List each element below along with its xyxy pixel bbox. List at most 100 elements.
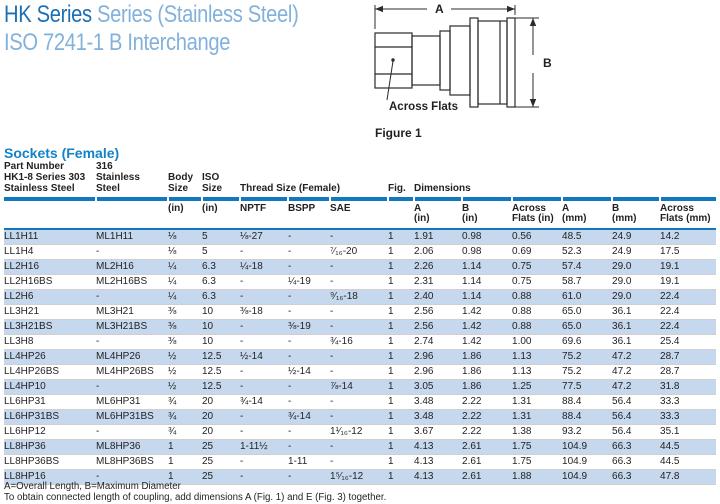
- thread-nptf: 1-11½: [240, 439, 288, 455]
- thread-bspp: -: [288, 229, 330, 245]
- thread-nptf: -: [240, 289, 288, 305]
- fig: 1: [388, 334, 415, 350]
- unit-header-part-number-303: [4, 201, 96, 230]
- fig: 1: [388, 289, 415, 305]
- dim-across-flats-in: 0.88: [512, 304, 563, 320]
- body-size: ¾: [168, 394, 202, 410]
- title-interchange: ISO 7241-1 B Interchange: [4, 29, 231, 56]
- thread-bspp: -: [288, 379, 330, 395]
- iso-size: 12.5: [202, 364, 240, 380]
- thread-nptf: -: [240, 424, 288, 440]
- fig: 1: [388, 304, 415, 320]
- units-row: (in) (in) NPTF BSPP SAE A (in) B (in) Across Flats…: [4, 201, 717, 230]
- thread-nptf: -: [240, 379, 288, 395]
- dim-b-mm: 47.2: [612, 379, 661, 395]
- dim-b-mm: 66.3: [612, 454, 661, 470]
- dim-b-mm: 47.2: [612, 349, 661, 365]
- part-number-303: LL3H8: [4, 334, 96, 350]
- part-number-303: LL2H6: [4, 289, 96, 305]
- thread-nptf: ½-14: [240, 349, 288, 365]
- body-size: ⅛: [168, 244, 202, 260]
- dim-across-flats-in: 1.13: [512, 349, 563, 365]
- thread-sae: -: [330, 394, 389, 410]
- table-row: LL8HP36BS ML8HP36BS 1 25-1-11-1 4.13 2.61 1.75…: [4, 454, 717, 470]
- dim-across-flats-mm: 28.7: [660, 349, 717, 365]
- fig: 1: [388, 409, 415, 425]
- dim-across-flats-in: 1.31: [512, 409, 563, 425]
- dim-across-flats-mm: 28.7: [660, 364, 717, 380]
- unit-header-dim-a-mm: A (mm): [562, 201, 613, 230]
- dim-across-flats-mm: 33.3: [660, 409, 717, 425]
- header-body-size: Body Size: [168, 172, 193, 194]
- part-number-303: LL4HP10: [4, 379, 96, 395]
- dim-across-flats-in: 1.31: [512, 394, 563, 410]
- iso-size: 20: [202, 394, 240, 410]
- table-row: LL6HP31BS ML6HP31BS ¾ 20- ¾-14-1 3.48 2.22 1.31…: [4, 409, 717, 425]
- footnote-dimension-key: A=Overall Length, B=Maximum Diameter: [4, 481, 181, 492]
- dim-a-mm: 75.2: [562, 364, 613, 380]
- table-row: LL2H6- ¼ 6.3- - ⁹⁄₁₆-18 1 2.40 1.14 0.88 61.0 29.0…: [4, 289, 717, 305]
- dim-b-in: 0.98: [462, 244, 513, 260]
- table-row: LL1H4- ⅛ 5- - ⁷⁄₁₆-20 1 2.06 0.98 0.69 52.3 24.9 17…: [4, 244, 717, 260]
- table-row: LL4HP26BS ML4HP26BS ½ 12.5- ½-14-1 2.96 1.86 1.…: [4, 364, 717, 380]
- body-size: 1: [168, 454, 202, 470]
- iso-size: 20: [202, 409, 240, 425]
- body-size: 1: [168, 469, 202, 485]
- iso-size: 12.5: [202, 379, 240, 395]
- part-number-303: LL4HP26: [4, 349, 96, 365]
- part-number-303: LL8HP36BS: [4, 454, 96, 470]
- iso-size: 6.3: [202, 289, 240, 305]
- table-row: LL4HP10- ½ 12.5- - ⅞-14 1 3.05 1.86 1.25 77.5 47.2…: [4, 379, 717, 395]
- dim-a-mm: 61.0: [562, 289, 613, 305]
- part-number-303: LL3H21: [4, 304, 96, 320]
- dim-a-mm: 75.2: [562, 349, 613, 365]
- header-part-number-303: Part Number HK1-8 Series 303 Stainless S…: [4, 160, 96, 197]
- dim-across-flats-mm: 35.1: [660, 424, 717, 440]
- fig: 1: [388, 379, 415, 395]
- dim-b-in: 1.42: [462, 304, 513, 320]
- dim-b-mm: 29.0: [612, 274, 661, 290]
- band-segment: [288, 197, 331, 201]
- footnote-connected-length: To obtain connected length of coupling, …: [4, 492, 387, 503]
- dim-across-flats-in: 0.69: [512, 244, 563, 260]
- unit-header-dim-across-flats-mm: Across Flats (mm): [660, 201, 717, 230]
- unit-header-iso-size: (in): [202, 201, 240, 230]
- dim-a-mm: 65.0: [562, 319, 613, 335]
- thread-bspp: ½-14: [288, 364, 330, 380]
- dim-b-in: 2.22: [462, 409, 513, 425]
- part-number-316: ML2H16: [96, 259, 168, 275]
- unit-header-thread-bspp: BSPP: [288, 201, 330, 230]
- dim-across-flats-mm: 44.5: [660, 439, 717, 455]
- fig: 1: [388, 229, 415, 245]
- table-row: LL3H8- ⅜ 10- - ¾-16 1 2.74 1.42 1.00 69.6 36.1 25.4: [4, 334, 717, 350]
- band-segment: [388, 197, 416, 201]
- band-segment: [96, 197, 169, 201]
- thread-sae: -: [330, 304, 389, 320]
- part-number-316: ML4HP26BS: [96, 364, 168, 380]
- dim-b-in: 2.22: [462, 394, 513, 410]
- part-number-316: ML8HP36: [96, 439, 168, 455]
- header-thread-size: Thread Size (Female): [240, 183, 341, 194]
- dim-a-in: 2.31: [414, 274, 463, 290]
- section-heading: Sockets (Female): [4, 145, 120, 161]
- thread-bspp: ⅜-19: [288, 319, 330, 335]
- body-size: ⅜: [168, 304, 202, 320]
- thread-sae: -: [330, 439, 389, 455]
- dim-a-in: 2.96: [414, 364, 463, 380]
- dim-b-in: 2.61: [462, 469, 513, 485]
- dim-b-in: 2.22: [462, 424, 513, 440]
- dim-b-mm: 36.1: [612, 334, 661, 350]
- dim-across-flats-in: 1.88: [512, 469, 563, 485]
- fig: 1: [388, 244, 415, 260]
- dim-a-in: 2.40: [414, 289, 463, 305]
- page-title: HK Series Series (Stainless Steel) ISO 7…: [4, 1, 299, 57]
- iso-size: 6.3: [202, 259, 240, 275]
- dim-a-in: 2.56: [414, 319, 463, 335]
- fig: 1: [388, 319, 415, 335]
- sockets-spec-table: Part Number HK1-8 Series 303 Stainless S…: [4, 160, 717, 485]
- dim-b-in: 1.86: [462, 364, 513, 380]
- band-segment: [562, 197, 614, 201]
- dim-across-flats-mm: 44.5: [660, 454, 717, 470]
- group-header-row: Part Number HK1-8 Series 303 Stainless S…: [4, 160, 716, 197]
- part-number-316: ML2H16BS: [96, 274, 168, 290]
